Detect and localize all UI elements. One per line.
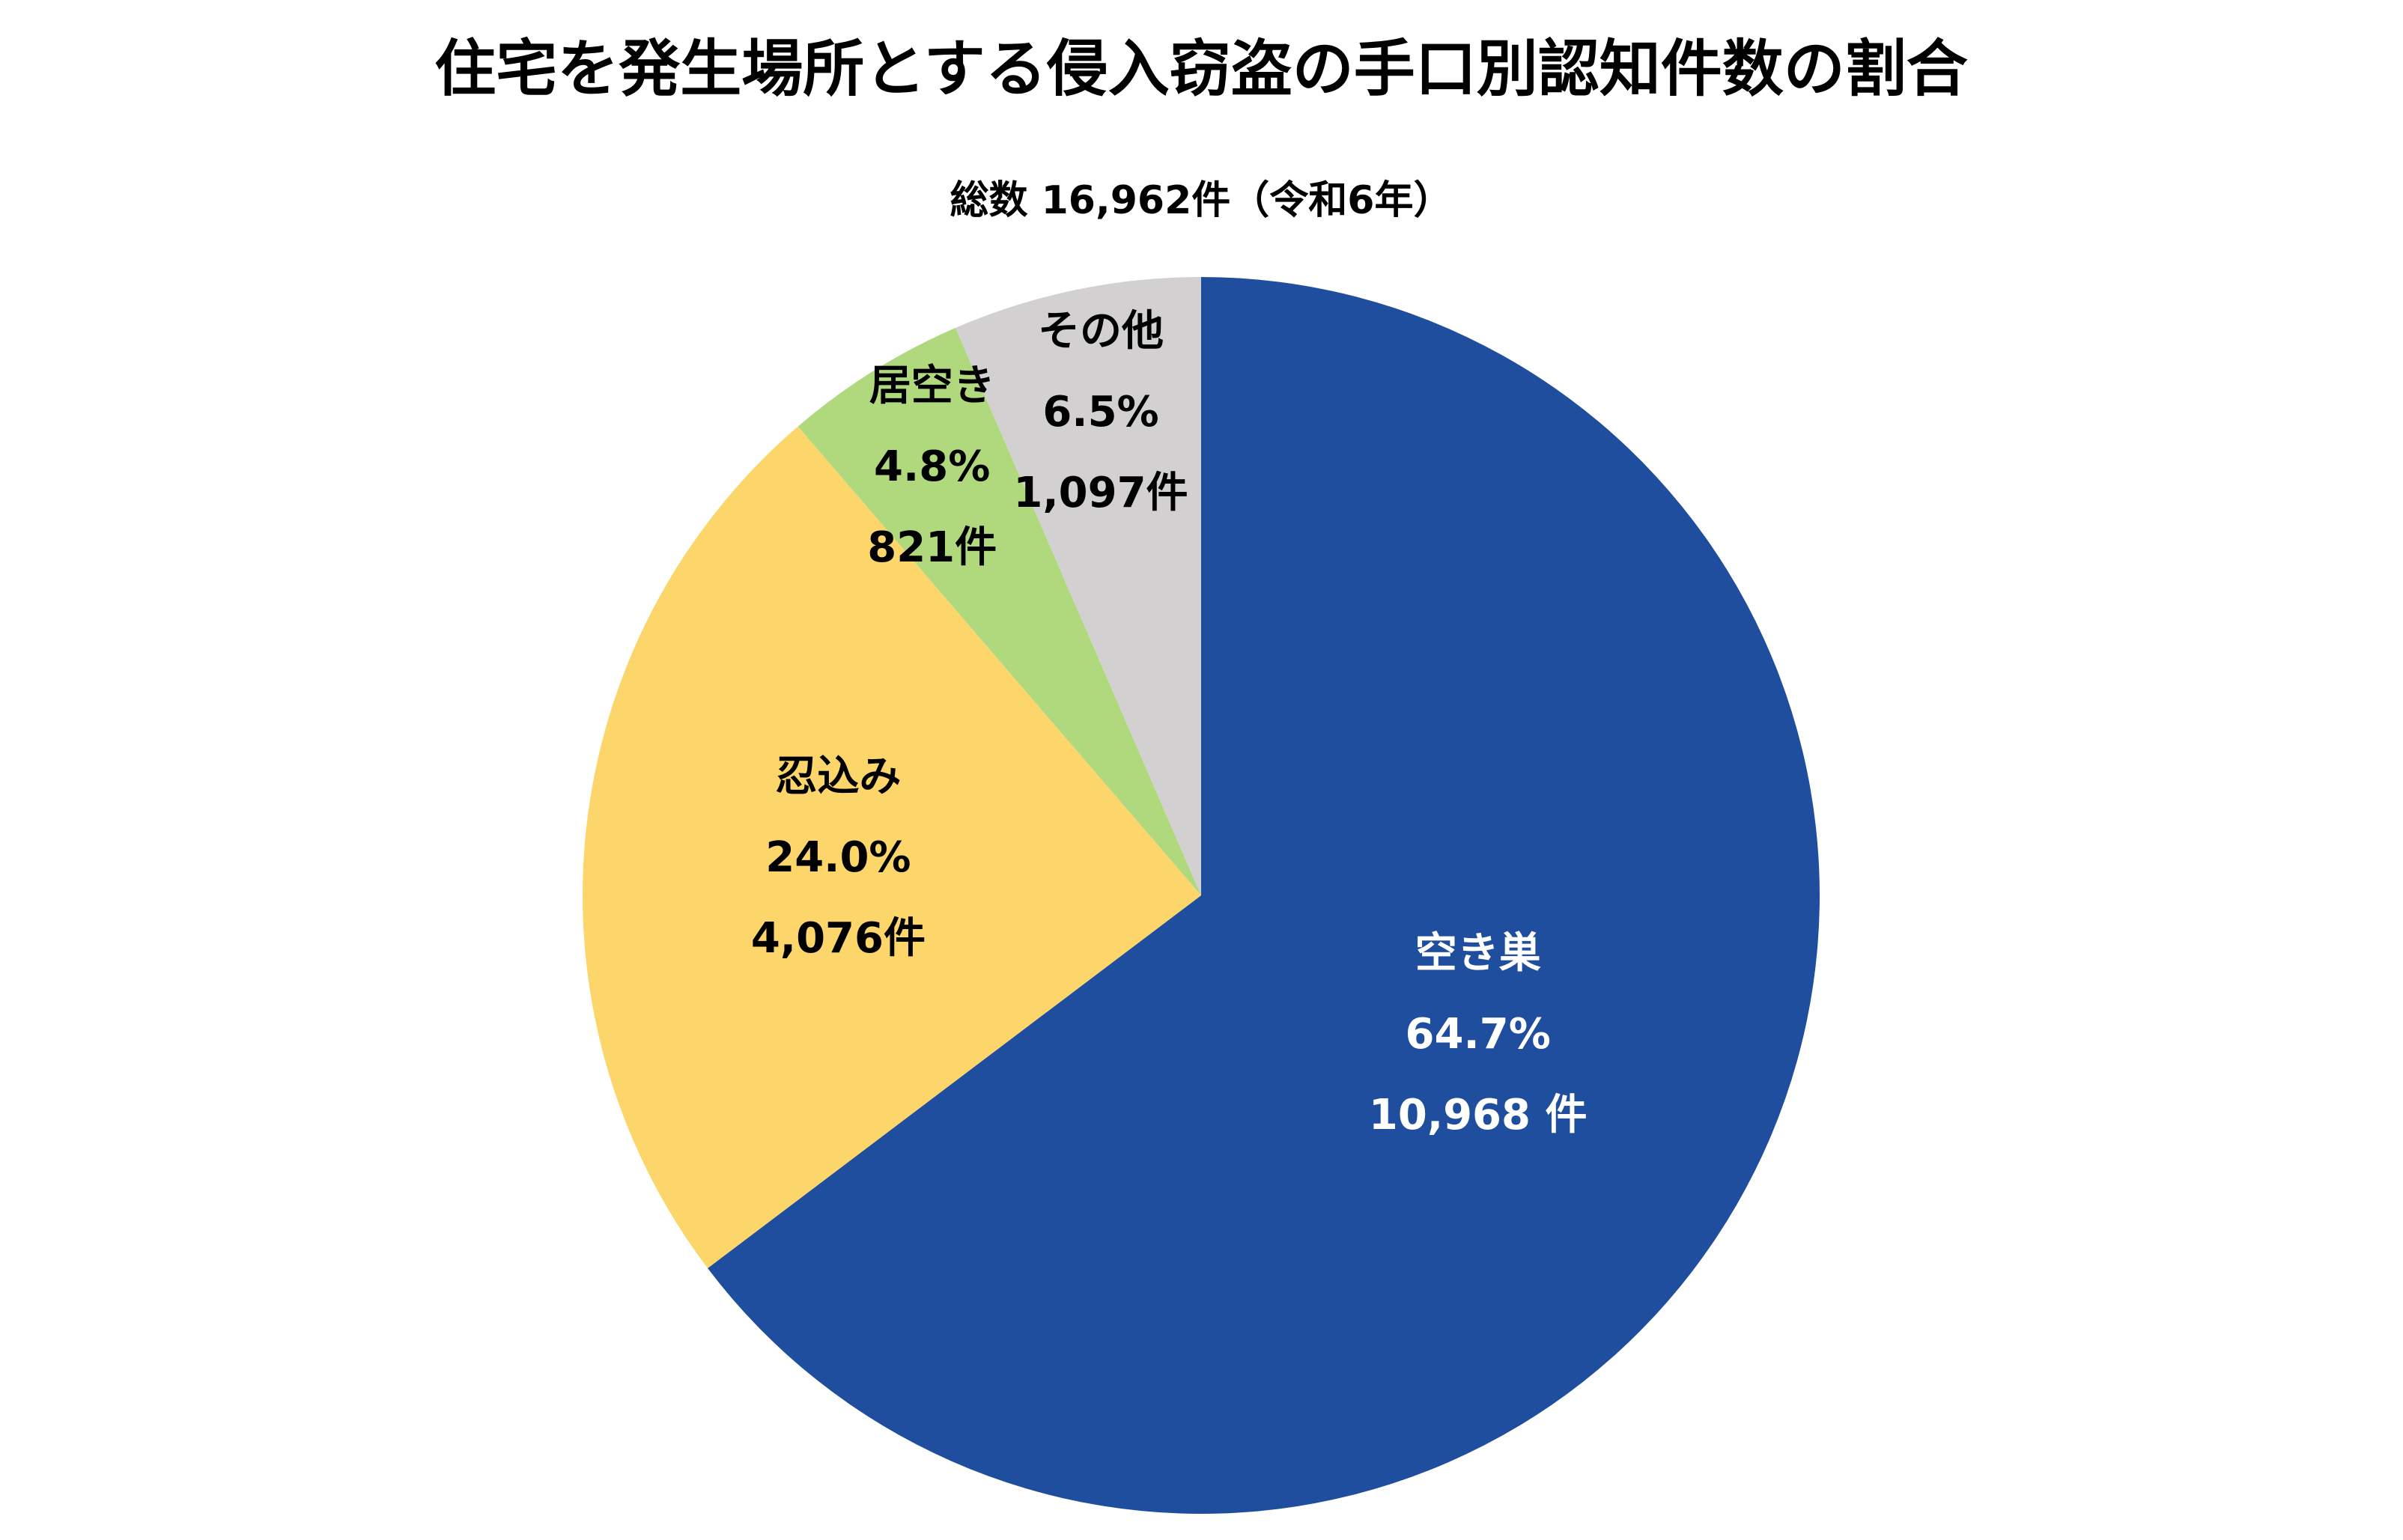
chart-subtitle: 総数 16,962件（令和6年） [950, 178, 1453, 223]
slice-label-name-1: 空き巣 [1415, 929, 1541, 978]
slice-label-count-4: 1,097件 [1013, 469, 1188, 517]
pie-slice-1 [708, 277, 1820, 1514]
slice-label-count-2: 4,076件 [751, 914, 926, 963]
pie-labels: 空き巣 64.7% 10,968 件 忍込み 24.0% 4,076件 居空き 4.8% 821… [751, 307, 1588, 1139]
pie-slice-4 [955, 277, 1201, 895]
slice-label-name-2: 忍込み [775, 752, 901, 801]
slice-label-count-3: 821件 [867, 523, 997, 572]
slice-label-percent-2: 24.0% [765, 833, 911, 882]
pie-slice-3 [798, 327, 1201, 895]
slice-label-percent-3: 4.8% [874, 442, 990, 491]
pie-slice-2 [582, 426, 1201, 1269]
slice-label-name-3: 居空き [869, 362, 995, 410]
slice-label-count-1: 10,968 件 [1369, 1091, 1588, 1139]
pie-slices [582, 277, 1820, 1514]
slice-label-name-4: その他 [1038, 307, 1164, 356]
chart-title: 住宅を発生場所とする侵入窃盗の手口別認知件数の割合 [434, 34, 1968, 105]
slice-label-percent-1: 64.7% [1406, 1010, 1551, 1059]
slice-label-percent-4: 6.5% [1042, 388, 1158, 436]
